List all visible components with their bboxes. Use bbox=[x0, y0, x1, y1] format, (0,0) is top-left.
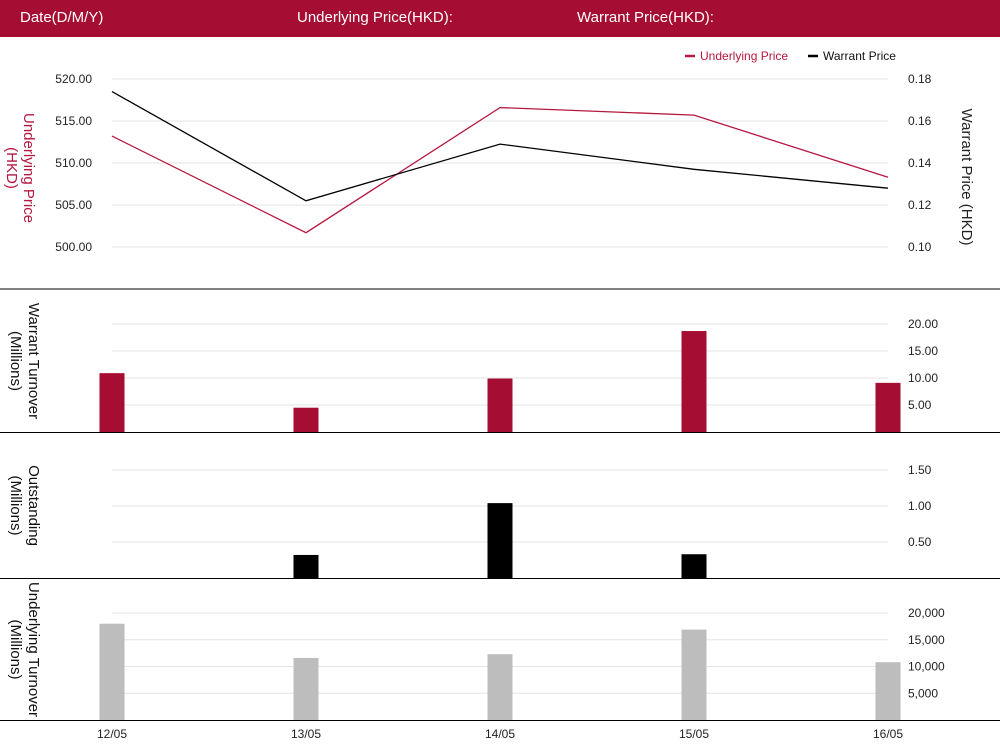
x-axis-tick-label: 14/05 bbox=[485, 727, 515, 741]
outstanding-tick-label: 1.50 bbox=[908, 463, 932, 477]
chart-header: Date(D/M/Y) Underlying Price(HKD): Warra… bbox=[0, 0, 1000, 37]
right-axis-tick-label: 0.14 bbox=[908, 156, 932, 170]
left-axis-tick-label: 515.00 bbox=[55, 114, 92, 128]
underlying-turnover-tick-label: 15,000 bbox=[908, 633, 945, 647]
left-axis-tick-label: 505.00 bbox=[55, 198, 92, 212]
legend-underlying-label: Underlying Price bbox=[700, 49, 788, 63]
underlying-turnover-bar bbox=[99, 623, 125, 720]
outstanding-tick-label: 1.00 bbox=[908, 499, 932, 513]
underlying-turnover-bar bbox=[681, 629, 707, 720]
x-axis-tick-label: 15/05 bbox=[679, 727, 709, 741]
warrant-turnover-tick-label: 20.00 bbox=[908, 317, 938, 331]
underlying-turnover-axis-label-line: Underlying Turnover bbox=[25, 582, 42, 717]
warrant-turnover-tick-label: 15.00 bbox=[908, 344, 938, 358]
x-axis-tick-label: 12/05 bbox=[97, 727, 127, 741]
x-axis-tick-label: 13/05 bbox=[291, 727, 321, 741]
outstanding-tick-label: 0.50 bbox=[908, 535, 932, 549]
underlying-turnover-tick-label: 20,000 bbox=[908, 606, 945, 620]
underlying-turnover-axis-label-line: (Millions) bbox=[7, 620, 24, 680]
right-axis-tick-label: 0.16 bbox=[908, 114, 932, 128]
outstanding-axis-label-line: Outstanding bbox=[25, 465, 42, 546]
underlying-turnover-bar bbox=[875, 662, 901, 720]
warrant-turnover-bar bbox=[487, 378, 513, 432]
underlying-price-line bbox=[111, 106, 889, 234]
warrant-chart: 500.00 505.00 510.00 515.00 520.00 0.10 0.12 0.… bbox=[0, 49, 1000, 741]
underlying-turnover-tick-label: 10,000 bbox=[908, 660, 945, 674]
underlying-turnover-bar bbox=[487, 654, 513, 720]
x-axis-tick-label: 16/05 bbox=[873, 727, 903, 741]
outstanding-axis-label-line: (Millions) bbox=[7, 476, 24, 536]
warrant-price-label: Warrant Price(HKD): bbox=[577, 9, 714, 26]
right-axis-tick-label: 0.18 bbox=[908, 72, 932, 86]
right-axis-tick-label: 0.12 bbox=[908, 198, 932, 212]
left-axis-label-line: (HKD) bbox=[3, 147, 20, 189]
outstanding-bar bbox=[293, 554, 319, 578]
right-axis-tick-label: 0.10 bbox=[908, 240, 932, 254]
underlying-turnover-tick-label: 5,000 bbox=[908, 686, 938, 700]
warrant-turnover-axis-label: Warrant Turnover(Millions) bbox=[7, 303, 42, 419]
date-label: Date(D/M/Y) bbox=[20, 9, 104, 26]
underlying-turnover-axis-label: Underlying Turnover(Millions) bbox=[7, 582, 42, 717]
outstanding-bar bbox=[487, 503, 513, 578]
right-axis-label: Warrant Price (HKD) bbox=[958, 109, 975, 246]
left-axis-tick-label: 520.00 bbox=[55, 72, 92, 86]
warrant-turnover-tick-label: 10.00 bbox=[908, 371, 938, 385]
left-axis-label: Underlying Price(HKD) bbox=[3, 113, 37, 223]
left-axis-tick-label: 500.00 bbox=[55, 240, 92, 254]
legend-warrant-label: Warrant Price bbox=[823, 49, 896, 63]
warrant-turnover-bar bbox=[875, 382, 901, 432]
underlying-turnover-bar bbox=[293, 657, 319, 720]
warrant-turnover-axis-label-line: Warrant Turnover bbox=[25, 303, 42, 419]
left-axis-label-line: Underlying Price bbox=[20, 113, 37, 223]
left-axis-tick-label: 510.00 bbox=[55, 156, 92, 170]
warrant-turnover-bar bbox=[293, 407, 319, 432]
warrant-turnover-tick-label: 5.00 bbox=[908, 398, 932, 412]
outstanding-bar bbox=[681, 554, 707, 578]
underlying-price-label: Underlying Price(HKD): bbox=[297, 9, 453, 26]
warrant-turnover-bar bbox=[99, 373, 125, 432]
outstanding-axis-label: Outstanding(Millions) bbox=[7, 465, 42, 546]
warrant-turnover-axis-label-line: (Millions) bbox=[7, 331, 24, 391]
warrant-turnover-bar bbox=[681, 331, 707, 432]
